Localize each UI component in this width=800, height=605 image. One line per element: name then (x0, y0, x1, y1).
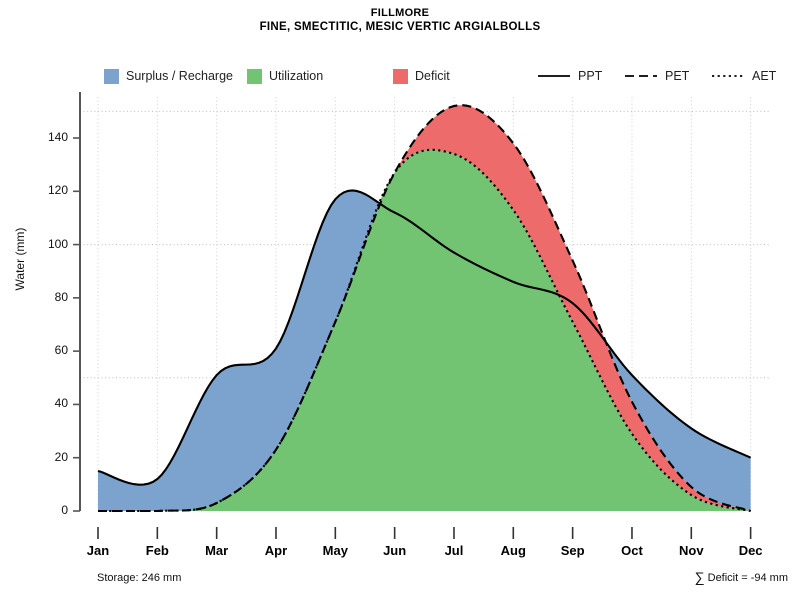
legend-item-deficit[interactable]: Deficit (393, 66, 450, 86)
legend-item-aet[interactable]: AET (711, 66, 776, 86)
sigma-icon: ∑ (694, 569, 705, 585)
pet-curve (98, 104, 751, 513)
y-tick-label: 140 (47, 130, 68, 144)
y-tick-label: 40 (54, 396, 68, 411)
y-tick-label: 120 (47, 183, 68, 198)
legend-item-pet[interactable]: PET (624, 66, 689, 86)
legend-label-aet: AET (752, 69, 777, 83)
y-tick-label: 60 (54, 343, 68, 358)
deficit-annotation: ∑ Deficit = -94 mm (694, 569, 788, 585)
x-tick-label-aug: Aug (500, 543, 526, 558)
y-tick-label: 20 (54, 449, 68, 464)
legend-label-utilization: Utilization (269, 69, 324, 83)
legend-item-utilization[interactable]: Utilization (247, 66, 323, 86)
chart-title-block: FILLMORE FINE, SMECTITIC, MESIC VERTIC A… (0, 6, 800, 35)
legend-label-surplus: Surplus / Recharge (126, 69, 234, 83)
utilization-area (161, 149, 749, 512)
y-tick-label: 100 (47, 236, 68, 251)
x-tick-label-may: May (322, 543, 348, 558)
x-tick-label-oct: Oct (621, 543, 643, 558)
legend-item-surplus[interactable]: Surplus / Recharge (104, 66, 233, 86)
x-tick-label-feb: Feb (145, 543, 169, 558)
x-tick-label-apr: Apr (264, 543, 288, 558)
page-subtitle: FINE, SMECTITIC, MESIC VERTIC ARGIALBOLL… (259, 21, 541, 33)
surplus-swatch-icon (104, 68, 119, 84)
x-tick-label-jul: Jul (444, 543, 464, 558)
deficit-swatch-icon (393, 68, 408, 84)
x-tick-label-sep: Sep (560, 543, 585, 558)
y-tick-label: 0 (61, 503, 68, 517)
legend-label-ppt: PPT (578, 69, 603, 83)
utilization-swatch-icon (247, 68, 262, 84)
deficit-area (398, 105, 749, 511)
legend-item-ppt[interactable]: PPT (537, 66, 602, 86)
x-tick-label-jan: Jan (86, 543, 110, 558)
y-tick-label: 80 (54, 289, 68, 304)
surplus-recharge-area (98, 190, 751, 511)
legend-label-deficit: Deficit (415, 69, 450, 83)
x-tick-label-mar: Mar (205, 543, 229, 558)
legend-label-pet: PET (665, 69, 690, 83)
x-tick-label-nov: Nov (679, 543, 704, 558)
ppt-curve (97, 189, 752, 486)
x-tick-label-jun: Jun (383, 543, 407, 558)
page-title: FILLMORE (370, 7, 430, 19)
chart-legend: Surplus / Recharge Utilization Deficit P… (0, 66, 800, 86)
y-axis-title: Water (mm) (13, 227, 27, 291)
deficit-annotation-text: Deficit = -94 mm (704, 572, 788, 584)
dashed-line-icon (625, 75, 657, 77)
storage-annotation: Storage: 246 mm (97, 572, 182, 584)
x-tick-label-dec: Dec (738, 543, 763, 558)
solid-line-icon (538, 75, 570, 77)
